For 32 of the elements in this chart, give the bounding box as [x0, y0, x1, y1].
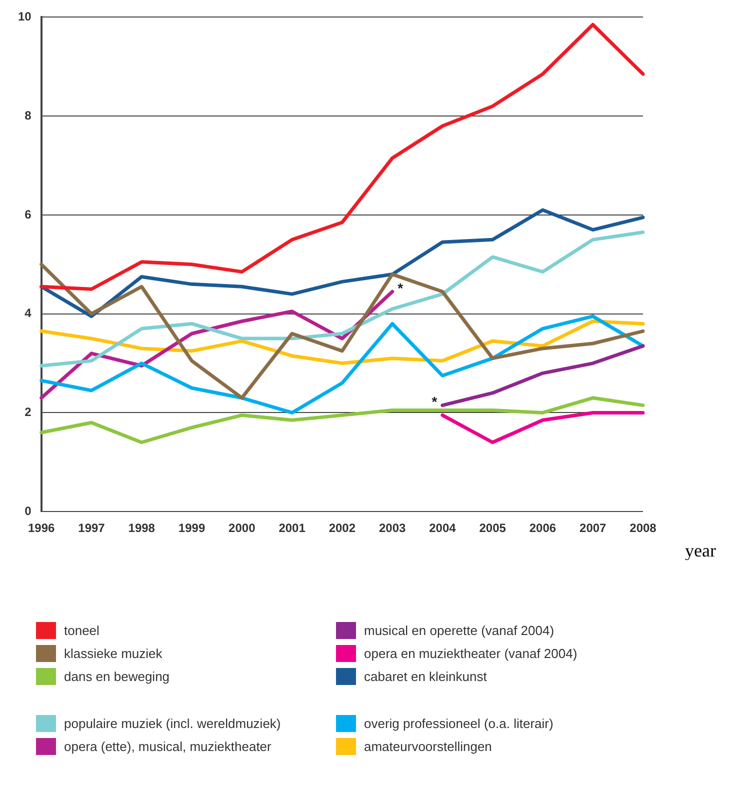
x-axis-title: year — [685, 540, 716, 560]
x-tick-label: 2001 — [278, 521, 306, 536]
x-tick-label: 1997 — [78, 521, 106, 536]
legend-label: klassieke muziek — [64, 646, 162, 661]
x-tick-label: 2002 — [328, 521, 356, 536]
legend-label: toneel — [64, 623, 100, 638]
y-tick-label: 6 — [24, 207, 32, 222]
y-tick-label: 2 — [24, 405, 32, 420]
legend-label: populaire muziek (incl. wereldmuziek) — [64, 716, 281, 731]
legend-label: amateurvoorstellingen — [364, 739, 492, 754]
y-tick-label: 4 — [24, 306, 32, 320]
x-tick-label: 2003 — [378, 521, 406, 536]
x-tick-label: 2006 — [529, 521, 556, 536]
y-tick-label: 10 — [18, 10, 32, 24]
y-tick-label: 8 — [24, 108, 32, 122]
legend-label: cabaret en kleinkunst — [364, 669, 487, 684]
annotation: * — [432, 394, 438, 410]
x-tick-label: 2007 — [580, 521, 607, 536]
annotation: * — [398, 280, 404, 296]
legend-label: dans en beweging — [64, 669, 170, 684]
x-tick-label: 1996 — [28, 521, 56, 536]
legend-label: opera (ette), musical, muziektheater — [64, 739, 272, 754]
legend-label: overig professioneel (o.a. literair) — [364, 716, 554, 731]
y-tick-label: 0 — [24, 504, 32, 518]
x-tick-label: 2008 — [630, 521, 657, 536]
x-tick-label: 2004 — [429, 521, 456, 536]
legend-label: opera en muziektheater (vanaf 2004) — [364, 646, 578, 661]
x-tick-label: 2000 — [228, 521, 256, 536]
legend-label: musical en operette (vanaf 2004) — [364, 623, 554, 638]
x-tick-label: 2005 — [479, 521, 506, 536]
x-tick-label: 1998 — [128, 521, 156, 536]
x-tick-label: 1999 — [178, 521, 206, 536]
